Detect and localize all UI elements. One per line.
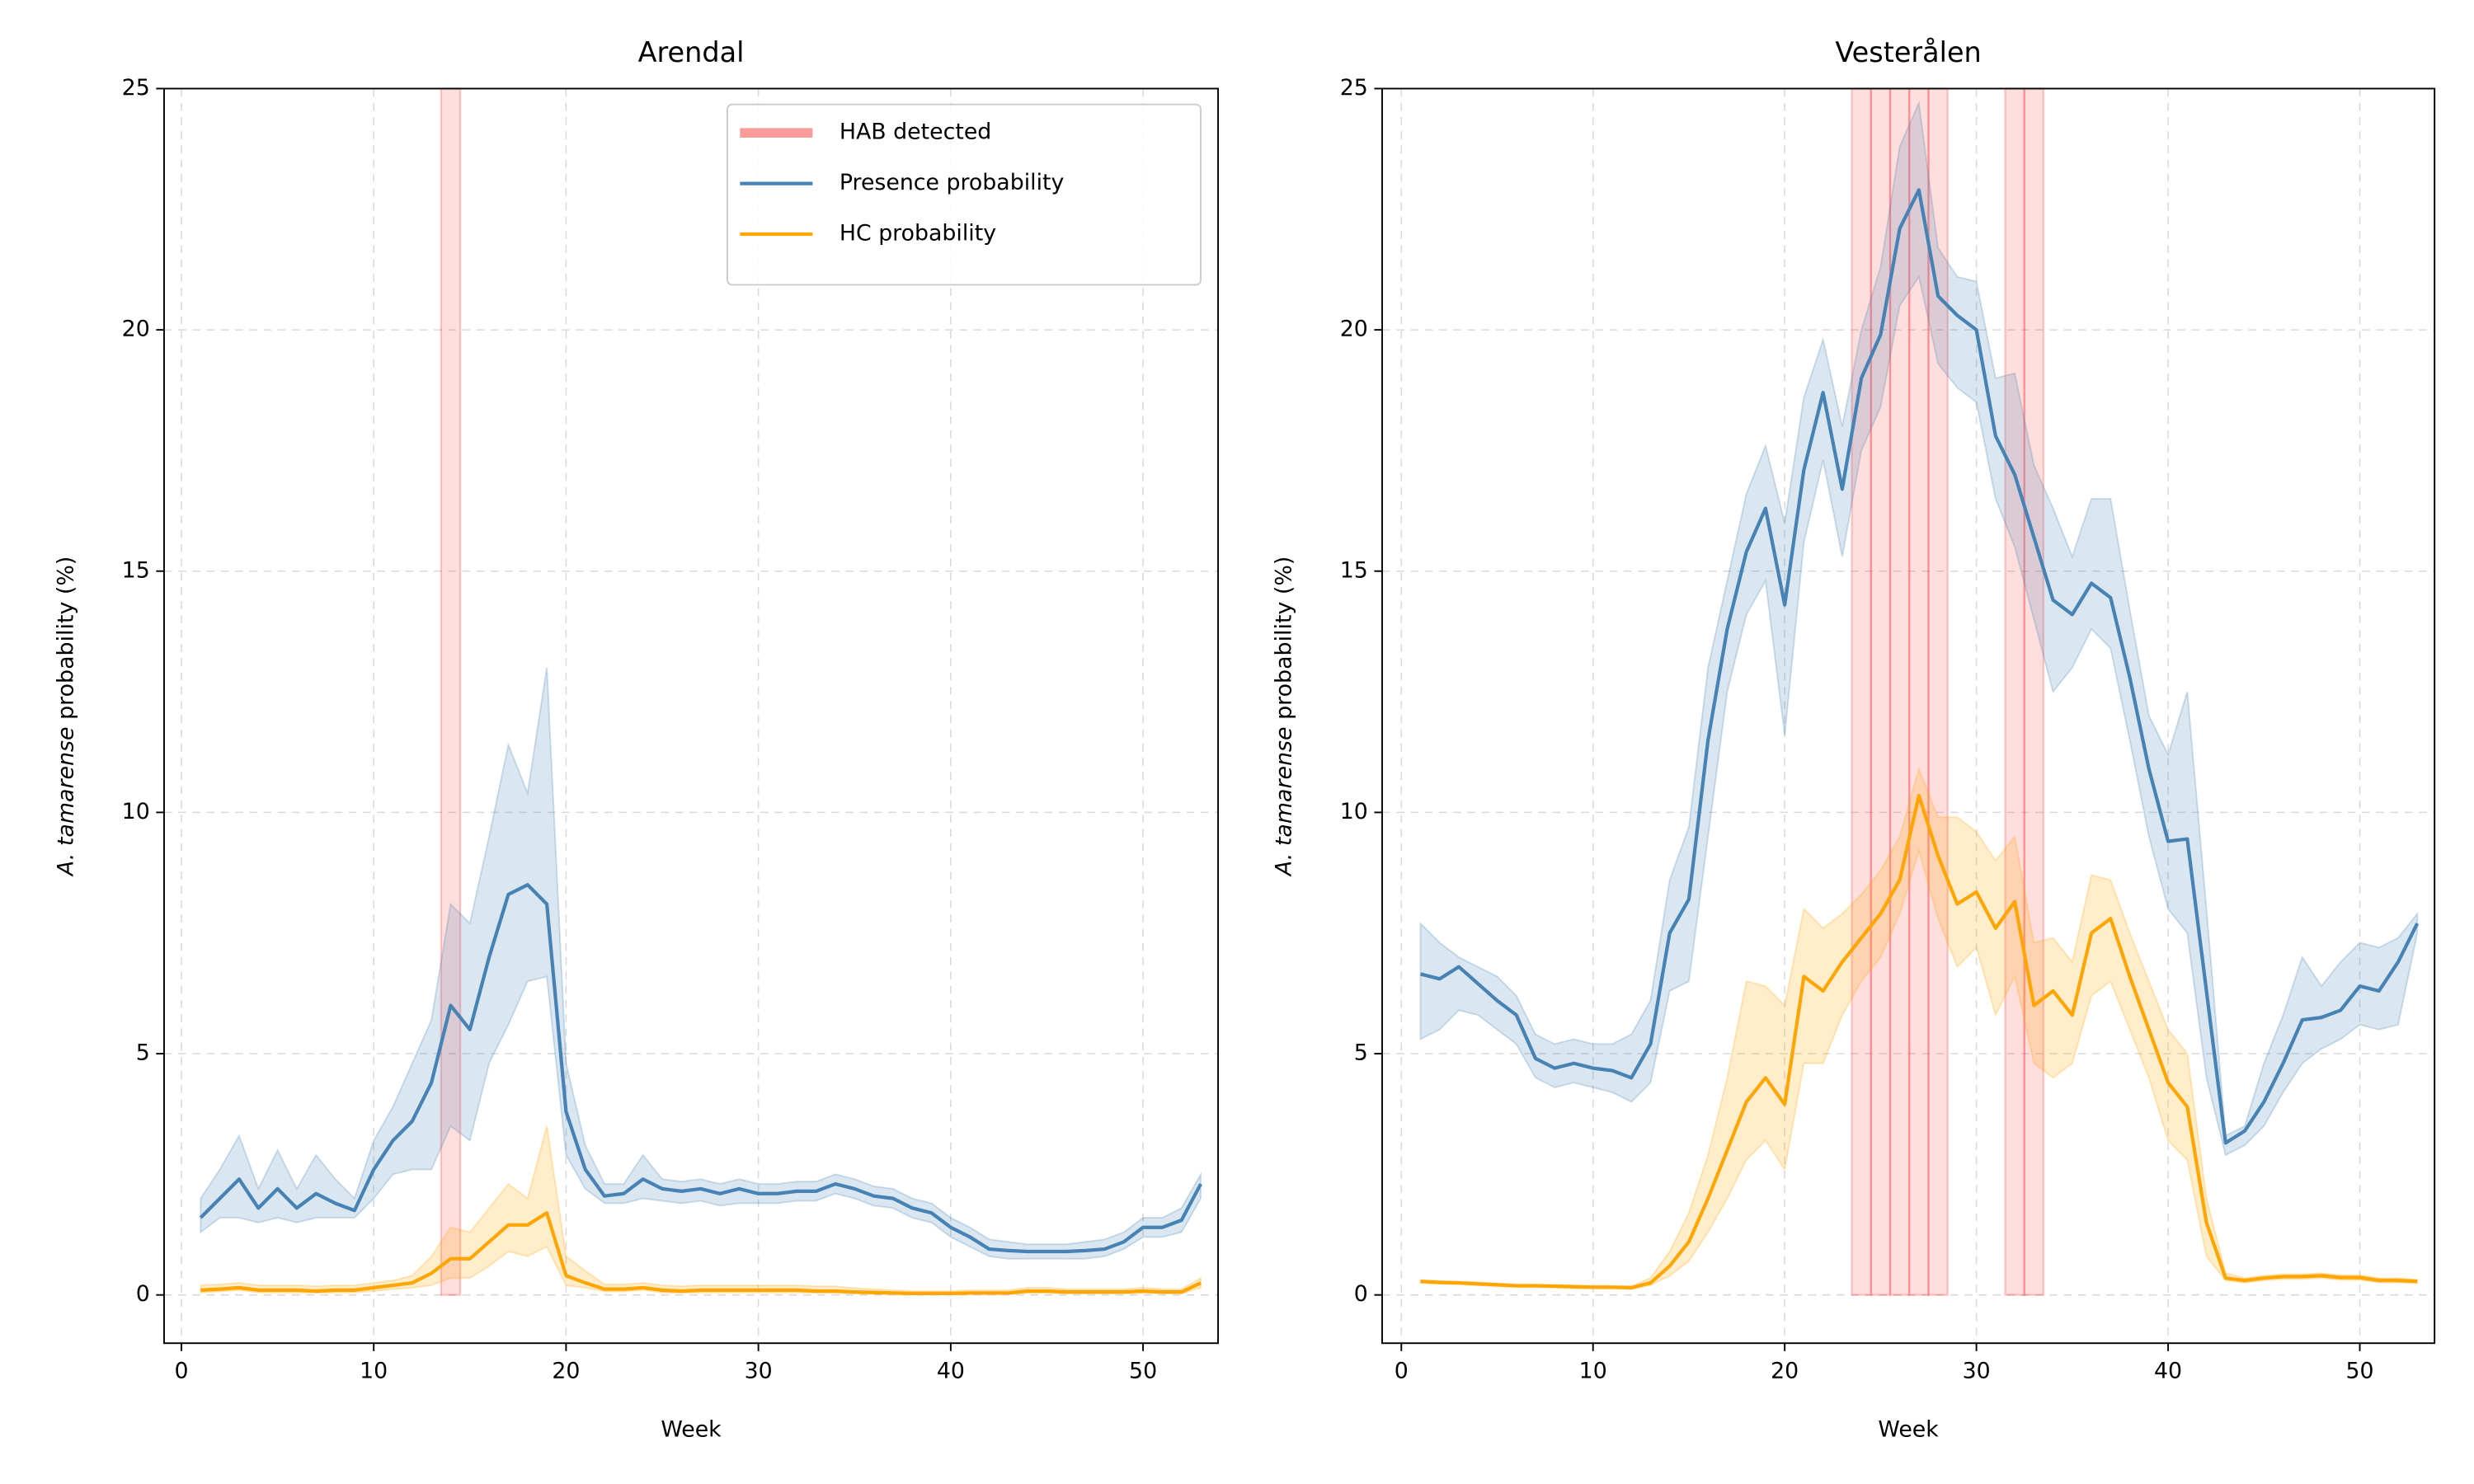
legend: HAB detected Presence probability HC proba…	[727, 103, 1202, 286]
y-axis-label-rest: probability (%)	[53, 556, 78, 720]
y-tick-label: 20	[1340, 317, 1368, 342]
legend-label: Presence probability	[840, 170, 1065, 195]
y-axis-label: A. tamarense probability (%)	[1271, 556, 1296, 877]
x-axis-label: Week	[661, 1416, 722, 1442]
y-tick-label: 5	[1354, 1040, 1368, 1066]
hab-span	[2004, 87, 2025, 1296]
y-tick-label: 0	[136, 1281, 150, 1307]
confidence-band	[1419, 100, 2419, 1157]
y-tick-label: 5	[136, 1040, 150, 1066]
panel: 0 10 20 30 40 50 0 5 10 15 20 25 Arendal Week A. tamar…	[53, 36, 1219, 1442]
y-tick-label: 10	[122, 799, 150, 824]
series-line	[199, 883, 1202, 1254]
chart-title: Arendal	[638, 36, 745, 68]
y-tick-label: 10	[1340, 799, 1368, 824]
panel: 0 10 20 30 40 50 0 5 10 15 20 25 Vesterålen Week A. ta…	[1271, 36, 2436, 1442]
chart-title: Vesterålen	[1835, 36, 1981, 68]
series-line	[1420, 793, 2418, 1290]
y-tick-label: 25	[122, 75, 150, 101]
y-axis-label-rest: probability (%)	[1271, 556, 1296, 720]
confidence-band	[200, 1125, 1202, 1296]
x-tick-label: 40	[937, 1358, 965, 1383]
y-tick-label: 15	[122, 557, 150, 583]
x-tick-label: 0	[174, 1358, 188, 1383]
plot-frame	[163, 87, 1219, 1345]
confidence-band	[1419, 766, 2419, 1290]
y-axis-label-species: A. tamarense	[1271, 726, 1296, 877]
hab-span	[2023, 87, 2045, 1296]
x-axis-label: Week	[1878, 1416, 1939, 1442]
y-axis-label-species: A. tamarense	[53, 726, 78, 877]
x-tick-label: 50	[2345, 1358, 2373, 1383]
hab-span	[1851, 87, 1872, 1296]
x-tick-label: 0	[1395, 1358, 1409, 1383]
x-tick-label: 20	[552, 1358, 580, 1383]
x-tick-label: 50	[1129, 1358, 1157, 1383]
y-tick-label: 0	[1354, 1281, 1368, 1307]
x-tick-label: 10	[360, 1358, 388, 1383]
x-tick-label: 10	[1579, 1358, 1607, 1383]
y-tick-label: 25	[1340, 75, 1368, 101]
legend-label: HC probability	[840, 220, 996, 246]
y-tick-label: 20	[122, 317, 150, 342]
x-tick-label: 40	[2154, 1358, 2182, 1383]
series-line	[1419, 188, 2420, 1145]
legend-box	[727, 103, 1202, 286]
x-tick-label: 30	[745, 1358, 773, 1383]
x-tick-label: 30	[1963, 1358, 1991, 1383]
y-axis-label: A. tamarense probability (%)	[53, 556, 78, 877]
legend-label: HAB detected	[840, 120, 991, 145]
y-tick-label: 15	[1340, 557, 1368, 583]
confidence-band	[200, 667, 1202, 1260]
x-tick-label: 20	[1771, 1358, 1799, 1383]
plot-frame	[1381, 87, 2436, 1345]
series-line	[200, 1211, 1202, 1296]
